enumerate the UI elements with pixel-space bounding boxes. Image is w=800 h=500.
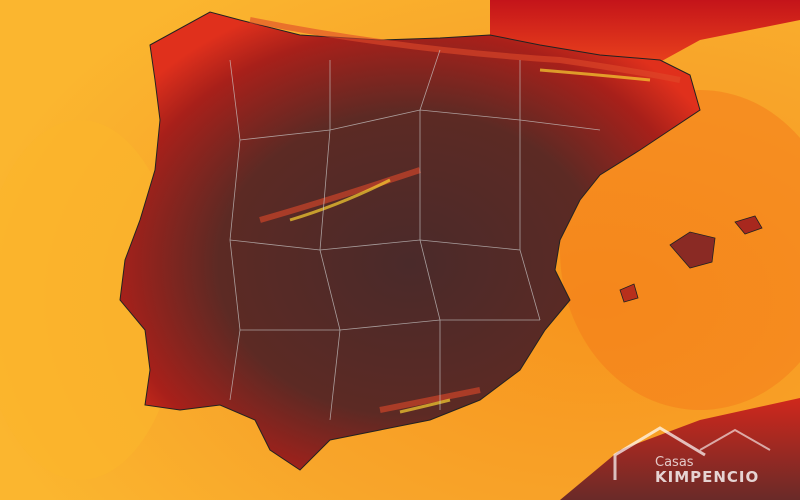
- watermark-line1: Casas: [655, 455, 694, 470]
- france: [490, 0, 800, 62]
- mallorca: [669, 231, 716, 269]
- watermark-line2: KIMPENCIO: [655, 468, 759, 486]
- mountain-peaks: [289, 68, 651, 414]
- ibiza: [619, 283, 639, 303]
- north-africa: [560, 398, 800, 500]
- watermark: Casas KIMPENCIO: [613, 426, 771, 486]
- watermark-logo-roof: [699, 428, 771, 451]
- province-borders: [229, 49, 601, 421]
- sea-warm-zone: [0, 120, 180, 480]
- mountain-ranges: [249, 17, 681, 413]
- menorca: [734, 215, 763, 235]
- watermark-logo: [613, 426, 706, 480]
